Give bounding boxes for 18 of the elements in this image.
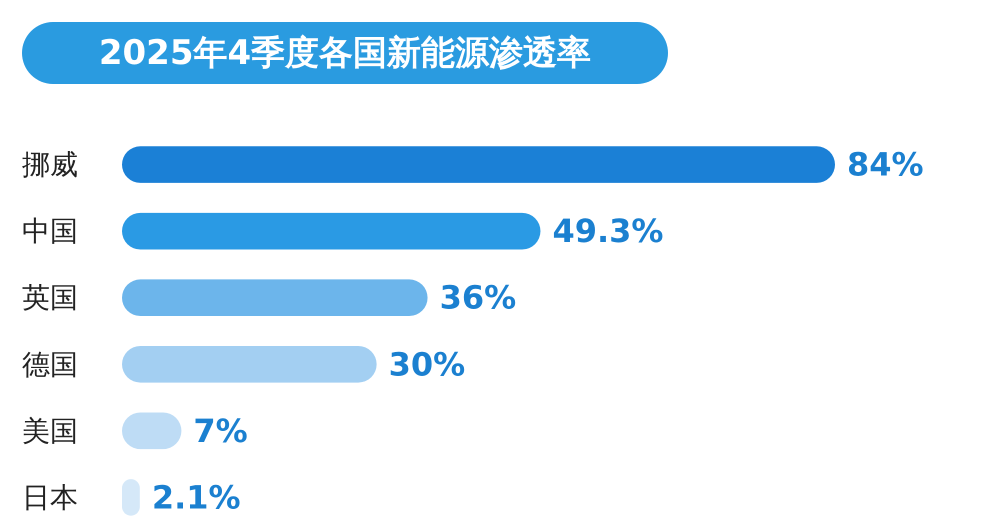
data-label: 7% bbox=[193, 412, 248, 450]
bar bbox=[122, 479, 140, 516]
bar bbox=[122, 146, 835, 183]
data-label: 84% bbox=[847, 146, 924, 184]
bar bbox=[122, 212, 540, 250]
y-tick-label: 美国 bbox=[22, 414, 78, 448]
y-tick-label: 日本 bbox=[22, 480, 78, 514]
y-tick-label: 英国 bbox=[22, 281, 78, 314]
y-tick-label: 德国 bbox=[22, 348, 78, 381]
bar bbox=[122, 346, 377, 383]
y-tick-label: 挪威 bbox=[22, 148, 78, 182]
bar bbox=[122, 279, 428, 316]
chart-title: 2025年4季度各国新能源渗透率 bbox=[98, 33, 592, 73]
data-label: 30% bbox=[388, 345, 466, 384]
data-label: 36% bbox=[440, 278, 516, 317]
data-label: 49.3% bbox=[552, 212, 664, 250]
y-tick-label: 中国 bbox=[22, 214, 78, 248]
data-label: 2.1% bbox=[152, 478, 241, 516]
